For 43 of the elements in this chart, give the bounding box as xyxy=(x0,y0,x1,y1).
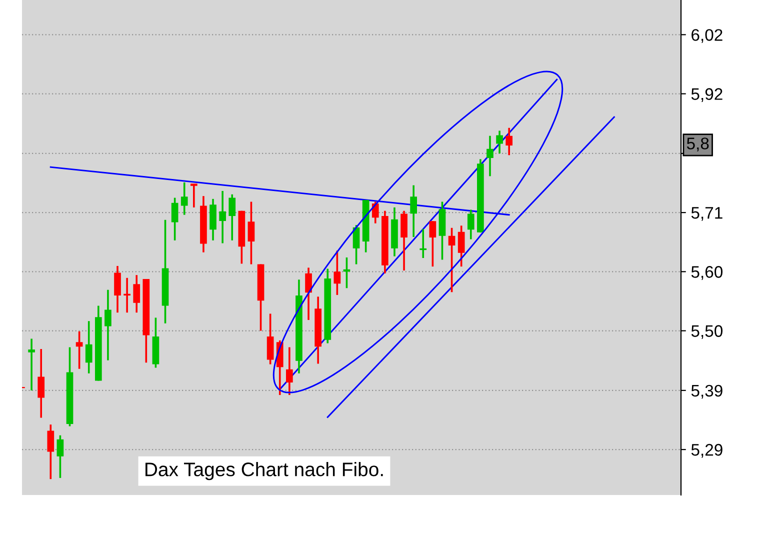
candlestick xyxy=(190,183,198,208)
y-tick-label: 5,71 xyxy=(691,207,722,221)
candlestick xyxy=(210,198,216,242)
y-tick-label: 5,60 xyxy=(691,266,723,280)
candlestick xyxy=(506,126,513,156)
y-tick-label: 5,29 xyxy=(691,444,722,458)
candlestick xyxy=(372,200,379,224)
candlestick xyxy=(180,182,188,216)
annotation: Dax Tages Chart nach Fibo. xyxy=(146,462,383,480)
candlestick xyxy=(56,434,64,479)
candlestick xyxy=(133,274,140,314)
candlestick xyxy=(124,277,130,314)
y-tick-label: 5,50 xyxy=(691,325,723,339)
candlestick xyxy=(248,200,255,266)
candlestick xyxy=(352,224,360,266)
candlestick xyxy=(104,288,112,362)
candlestick xyxy=(228,193,236,242)
candlestick xyxy=(429,220,436,268)
candlestick xyxy=(458,224,465,268)
annotation: 5,8 xyxy=(686,138,709,152)
candlestick xyxy=(486,134,494,178)
candlestick xyxy=(343,256,350,290)
candlestick xyxy=(496,130,503,154)
candlestick xyxy=(266,312,274,366)
y-tick-label: 5,39 xyxy=(691,384,722,399)
candlestick xyxy=(420,228,427,259)
candlestick xyxy=(28,338,35,392)
y-tick-label: 5,92 xyxy=(691,88,722,102)
y-tick-label: 6,02 xyxy=(692,29,722,43)
candlestick xyxy=(286,346,293,396)
candlestick xyxy=(171,196,178,242)
candlestick xyxy=(47,424,54,480)
candlestick xyxy=(334,250,341,296)
candlestick xyxy=(85,320,92,374)
candlestick xyxy=(467,208,474,240)
candlestick xyxy=(410,184,417,238)
candlestick xyxy=(400,210,408,272)
candlestick xyxy=(76,330,83,370)
candlestick xyxy=(114,265,121,314)
candlestick xyxy=(219,190,226,244)
candlestick xyxy=(448,226,456,294)
candlestick xyxy=(38,348,45,419)
candlestick xyxy=(305,266,312,321)
